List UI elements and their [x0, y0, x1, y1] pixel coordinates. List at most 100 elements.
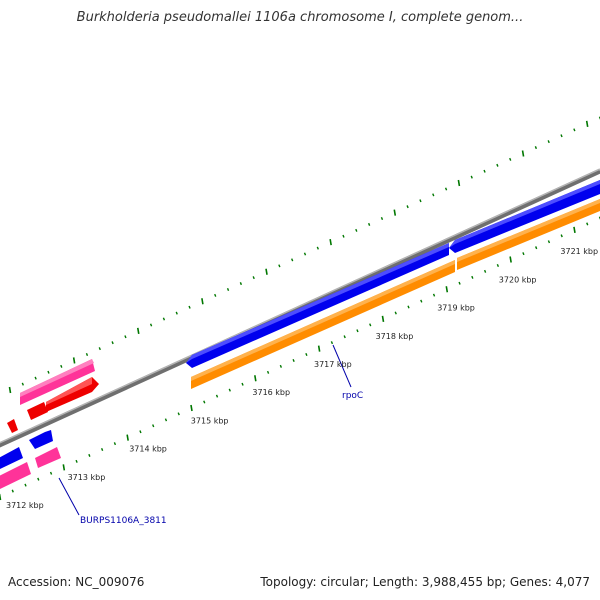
scale-label: 3720 kbp: [499, 275, 537, 284]
scale-tick: [457, 179, 461, 187]
scale-tick: [303, 252, 307, 256]
scale-labels: 3712 kbp 3713 kbp 3714 kbp 3715 kbp 3716 kbp…: [6, 247, 598, 510]
scale-tick: [190, 404, 193, 412]
scale-tick: [406, 205, 409, 209]
scale-label: 3716 kbp: [252, 388, 290, 397]
scale-tick: [535, 246, 538, 250]
scale-tick: [291, 258, 294, 262]
scale-tick: [228, 388, 231, 392]
scale-tick: [60, 364, 63, 368]
scale-tick: [62, 464, 66, 471]
backbone-highlight: [0, 168, 600, 444]
scale-tick: [152, 424, 155, 428]
forward-gene-right[interactable]: [449, 180, 600, 253]
scale-tick: [496, 263, 500, 267]
pink-gene-left-edge[interactable]: [0, 462, 31, 490]
scale-tick: [113, 442, 117, 446]
scale-tick: [72, 357, 76, 364]
scale-tick: [305, 353, 308, 357]
gene-label-burps1106a-3811[interactable]: BURPS1106A_3811: [80, 516, 167, 526]
scale-tick: [560, 234, 563, 238]
scale-tick: [585, 120, 589, 128]
scale-tick: [458, 281, 461, 285]
red-gene-small[interactable]: [27, 402, 48, 420]
scale-tick: [445, 286, 449, 293]
pink-gene-upper[interactable]: [20, 359, 95, 405]
scale-tick: [98, 347, 101, 351]
gene-label-rpoc[interactable]: rpoC: [342, 391, 363, 401]
scale-tick: [21, 382, 24, 386]
scale-tick: [111, 341, 114, 345]
scale-tick: [560, 134, 563, 138]
scale-tick: [522, 252, 525, 256]
scale-tick: [214, 293, 217, 297]
scale-tick: [24, 483, 27, 487]
red-gene-tiny[interactable]: [7, 419, 18, 433]
reverse-gene-right[interactable]: [457, 199, 600, 270]
scale-label: 3718 kbp: [376, 332, 414, 341]
scale-tick: [254, 375, 257, 382]
scale-tick: [149, 323, 153, 327]
scale-tick: [509, 157, 512, 161]
scale-tick: [355, 228, 358, 232]
scale-tick: [470, 175, 473, 179]
scale-tick: [124, 335, 127, 339]
red-gene-upper[interactable]: [46, 377, 99, 412]
scale-tick: [162, 317, 166, 321]
scale-tick: [136, 327, 140, 335]
scale-tick: [586, 222, 589, 226]
scale-tick: [420, 299, 423, 303]
scale-tick: [278, 264, 281, 268]
reverse-gene-rpoc[interactable]: [191, 260, 455, 389]
scale-tick: [139, 430, 142, 434]
scale-tick: [201, 298, 204, 305]
scale-tick: [381, 315, 385, 323]
genome-summary-text: Topology: circular; Length: 3,988,455 bp…: [260, 575, 590, 589]
blue-gene-left-edge[interactable]: [0, 447, 23, 470]
scale-tick: [241, 382, 244, 386]
scale-tick: [534, 146, 538, 150]
scale-tick: [317, 345, 321, 352]
scale-tick: [265, 268, 268, 275]
scale-tick: [356, 329, 359, 333]
pink-gene-lower[interactable]: [35, 447, 61, 468]
scale-tick: [100, 448, 104, 452]
scale-tick: [279, 364, 283, 368]
scale-tick: [226, 287, 230, 291]
scale-tick: [573, 226, 576, 234]
scale-tick: [419, 199, 422, 203]
scale-tick: [329, 239, 332, 246]
scale-label: 3719 kbp: [437, 304, 475, 313]
scale-label: 3715 kbp: [191, 416, 229, 425]
burps-label-connector: [58, 477, 80, 516]
scale-tick: [47, 370, 50, 374]
scale-tick: [509, 256, 512, 263]
map-title: Burkholderia pseudomallei 1106a chromoso…: [76, 10, 524, 25]
scale-tick: [367, 222, 371, 226]
scale-tick: [0, 493, 2, 501]
scale-tick: [203, 400, 206, 404]
rpoc-label-connector: [332, 344, 352, 388]
scale-tick: [266, 370, 270, 374]
scale-tick: [11, 489, 14, 493]
scale-tick: [37, 477, 40, 481]
scale-tick: [292, 358, 295, 362]
blue-gene-left-small[interactable]: [29, 430, 53, 449]
scale-label: 3714 kbp: [129, 445, 167, 454]
scale-tick: [164, 418, 168, 422]
scale-tick: [393, 209, 397, 216]
scale-label: 3713 kbp: [68, 473, 106, 482]
scale-tick: [483, 169, 486, 173]
scale-tick: [471, 275, 474, 279]
scale-tick: [573, 128, 576, 132]
forward-gene-long[interactable]: [186, 243, 449, 368]
scale-tick: [330, 341, 334, 345]
inner-tick-row: [0, 216, 600, 501]
scale-tick: [49, 471, 53, 475]
scale-tick: [88, 453, 91, 457]
scale-tick: [316, 246, 319, 250]
scale-tick: [239, 282, 243, 286]
scale-tick: [343, 335, 346, 339]
